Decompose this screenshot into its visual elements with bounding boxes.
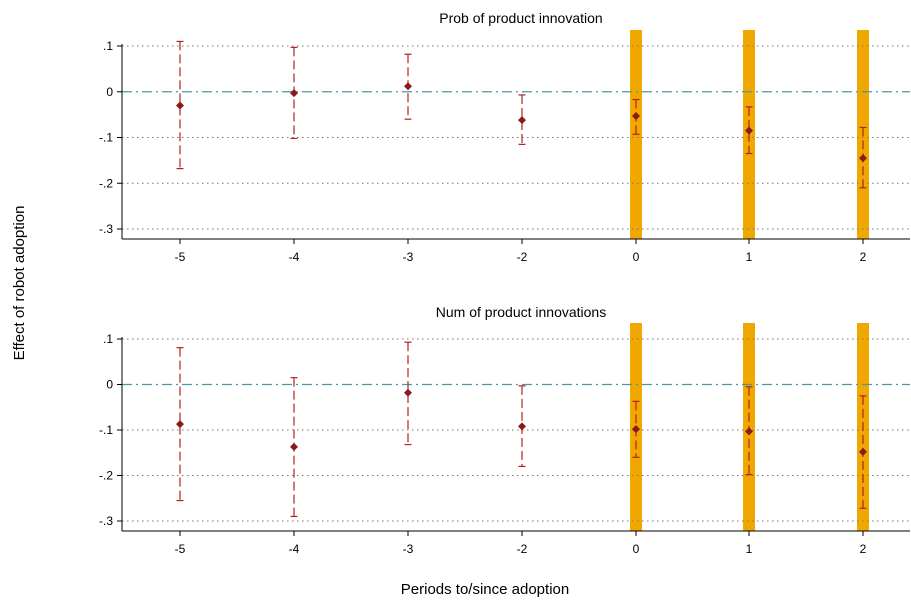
y-tick-label: -.1 [99, 131, 113, 145]
x-tick-label: -3 [403, 250, 414, 264]
point-estimate [290, 89, 298, 98]
panel-title: Num of product innovations [436, 304, 606, 320]
x-tick-label: 1 [746, 542, 753, 556]
y-tick-label: .1 [103, 39, 113, 53]
y-axis-title: Effect of robot adoption [11, 206, 28, 361]
y-tick-label: -.3 [99, 222, 113, 236]
y-tick-label: -.2 [99, 469, 113, 483]
point-estimate [290, 442, 298, 451]
point-estimate [859, 447, 867, 456]
x-tick-label: -3 [403, 542, 414, 556]
panels: .1 0 -.1 -.2 -.3 -5 -4 -3 -2 0 1 2 Prob of product i… [99, 10, 910, 556]
x-tick-label: -5 [175, 250, 186, 264]
x-axis-title: Periods to/since adoption [401, 581, 569, 598]
panel-title: Prob of product innovation [439, 10, 602, 26]
point-estimate [745, 427, 753, 436]
point-estimate [859, 154, 867, 163]
x-tick-label: 0 [633, 250, 640, 264]
chart-panel-1: .1 0 -.1 -.2 -.3 -5 -4 -3 -2 0 1 2 Prob of product i… [99, 10, 910, 264]
point-estimate [632, 111, 640, 120]
x-tick-label: -4 [289, 542, 300, 556]
y-tick-label: -.3 [99, 514, 113, 528]
y-tick-label: -.2 [99, 176, 113, 190]
chart-panel-2: .1 0 -.1 -.2 -.3 -5 -4 -3 -2 0 1 2 Num of product in… [99, 304, 910, 556]
y-tick-label: .1 [103, 332, 113, 346]
y-tick-label: 0 [106, 85, 113, 99]
point-estimate [632, 425, 640, 434]
x-tick-label: 0 [633, 542, 640, 556]
x-tick-label: -2 [517, 250, 528, 264]
y-tick-label: 0 [106, 378, 113, 392]
x-tick-label: 2 [860, 542, 867, 556]
x-tick-label: -2 [517, 542, 528, 556]
point-estimate [176, 101, 184, 110]
point-estimate [404, 82, 412, 91]
point-estimate [745, 126, 753, 135]
x-tick-label: -4 [289, 250, 300, 264]
point-estimate [518, 116, 526, 125]
point-estimate [518, 422, 526, 431]
y-tick-label: -.1 [99, 423, 113, 437]
x-tick-label: 1 [746, 250, 753, 264]
point-estimate [176, 420, 184, 429]
x-tick-label: -5 [175, 542, 186, 556]
point-estimate [404, 388, 412, 397]
x-tick-label: 2 [860, 250, 867, 264]
